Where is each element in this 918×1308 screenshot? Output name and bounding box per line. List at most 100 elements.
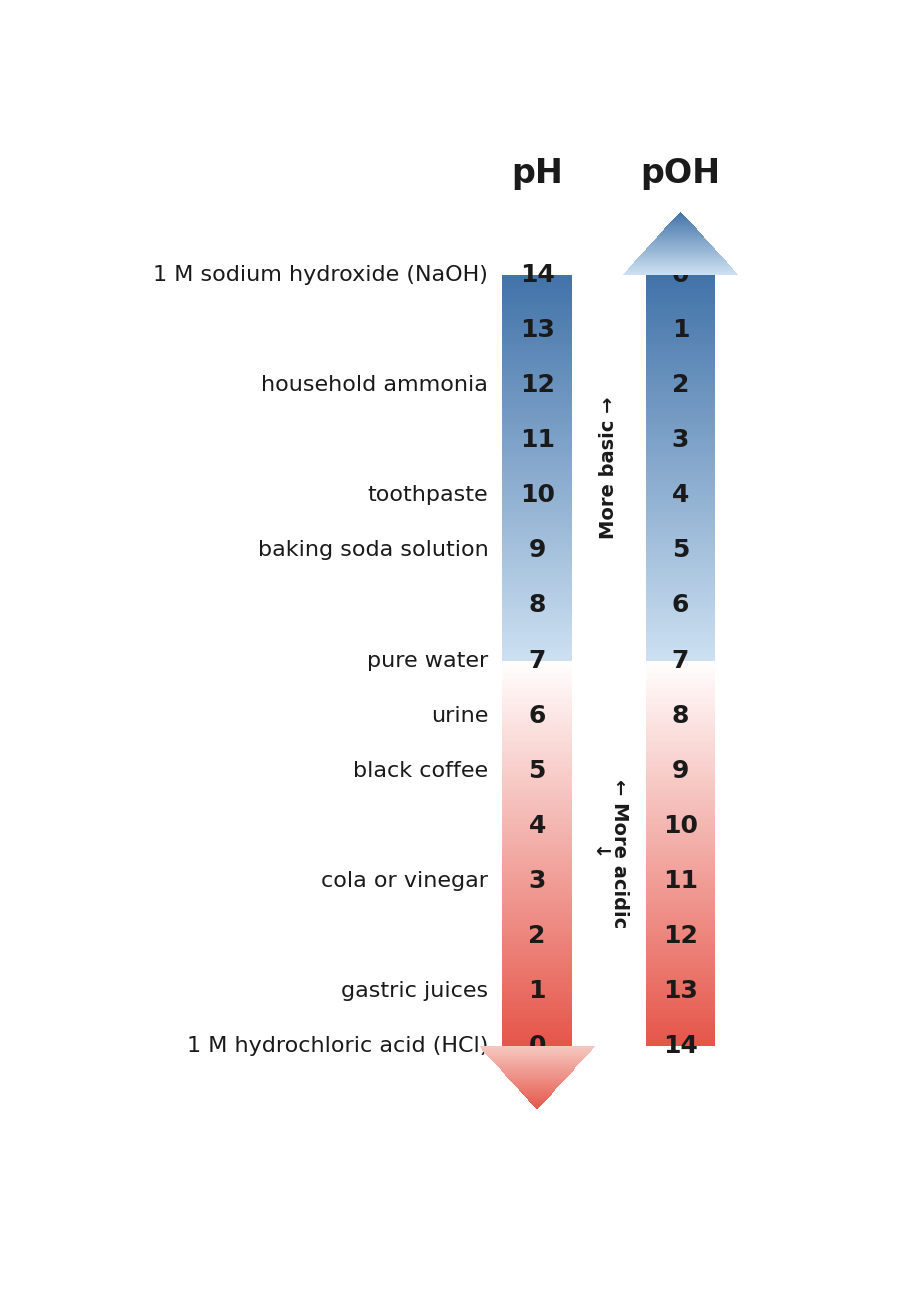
Bar	[502, 426, 572, 428]
Bar	[645, 678, 715, 679]
Text: toothpaste: toothpaste	[368, 485, 488, 505]
Bar	[645, 284, 715, 285]
Bar	[645, 429, 715, 430]
Bar	[502, 680, 572, 683]
Bar	[645, 959, 715, 960]
Bar	[645, 409, 715, 411]
Bar	[502, 891, 572, 892]
Bar	[502, 997, 572, 998]
Bar	[502, 923, 572, 925]
Bar	[645, 990, 715, 993]
Bar	[502, 692, 572, 693]
Bar	[502, 458, 572, 460]
Bar	[502, 324, 572, 326]
Bar	[645, 481, 715, 483]
Bar	[645, 425, 715, 426]
Bar	[502, 557, 572, 559]
Bar	[645, 436, 715, 437]
Bar	[502, 603, 572, 606]
Bar	[502, 744, 572, 746]
Bar	[502, 701, 572, 702]
Bar	[645, 930, 715, 933]
Bar	[645, 629, 715, 632]
Bar	[645, 1019, 715, 1020]
Bar	[502, 646, 572, 649]
Bar	[502, 392, 572, 394]
Bar	[502, 889, 572, 891]
Bar	[645, 895, 715, 896]
Bar	[502, 632, 572, 633]
Bar	[502, 765, 572, 766]
Bar	[645, 749, 715, 752]
Bar	[645, 942, 715, 943]
Bar	[645, 950, 715, 951]
Bar	[502, 487, 572, 488]
Bar	[645, 780, 715, 781]
Bar	[645, 1012, 715, 1014]
Bar	[502, 662, 572, 663]
Bar	[645, 946, 715, 947]
Bar	[645, 743, 715, 744]
Bar	[502, 432, 572, 434]
Text: More basic →: More basic →	[599, 396, 619, 539]
Bar	[645, 314, 715, 315]
Bar	[502, 804, 572, 806]
Bar	[502, 525, 572, 526]
Bar	[502, 479, 572, 480]
Bar	[502, 841, 572, 842]
Bar	[645, 449, 715, 451]
Bar	[645, 479, 715, 480]
Bar	[645, 606, 715, 607]
Bar	[645, 840, 715, 841]
Bar	[645, 789, 715, 790]
Bar	[645, 301, 715, 302]
Bar	[502, 823, 572, 824]
Bar	[502, 723, 572, 726]
Bar	[502, 523, 572, 525]
Bar	[645, 710, 715, 712]
Bar	[645, 345, 715, 348]
Bar	[502, 799, 572, 800]
Bar	[502, 591, 572, 593]
Bar	[645, 574, 715, 576]
Bar	[645, 938, 715, 940]
Bar	[502, 315, 572, 317]
Bar	[502, 679, 572, 680]
Bar	[502, 950, 572, 951]
Bar	[645, 404, 715, 405]
Bar	[502, 586, 572, 589]
Bar	[645, 583, 715, 585]
Bar	[645, 729, 715, 730]
Bar	[645, 1044, 715, 1045]
Bar	[502, 938, 572, 940]
Bar	[645, 620, 715, 623]
Bar	[645, 1006, 715, 1007]
Bar	[645, 501, 715, 504]
Bar	[502, 530, 572, 531]
Bar	[502, 497, 572, 498]
Bar	[502, 908, 572, 909]
Bar	[502, 895, 572, 896]
Bar	[645, 366, 715, 368]
Bar	[502, 1031, 572, 1032]
Bar	[645, 518, 715, 521]
Text: 12: 12	[520, 373, 554, 398]
Bar	[645, 952, 715, 954]
Bar	[645, 940, 715, 942]
Bar	[502, 412, 572, 413]
Bar	[502, 906, 572, 908]
Bar	[645, 577, 715, 578]
Bar	[502, 538, 572, 539]
Bar	[645, 782, 715, 783]
Bar	[645, 1015, 715, 1018]
Bar	[502, 331, 572, 332]
Bar	[502, 942, 572, 943]
Bar	[502, 653, 572, 654]
Bar	[645, 807, 715, 808]
Bar	[502, 513, 572, 514]
Bar	[502, 988, 572, 989]
Bar	[645, 904, 715, 906]
Bar	[645, 869, 715, 870]
Bar	[645, 623, 715, 624]
Bar	[645, 776, 715, 778]
